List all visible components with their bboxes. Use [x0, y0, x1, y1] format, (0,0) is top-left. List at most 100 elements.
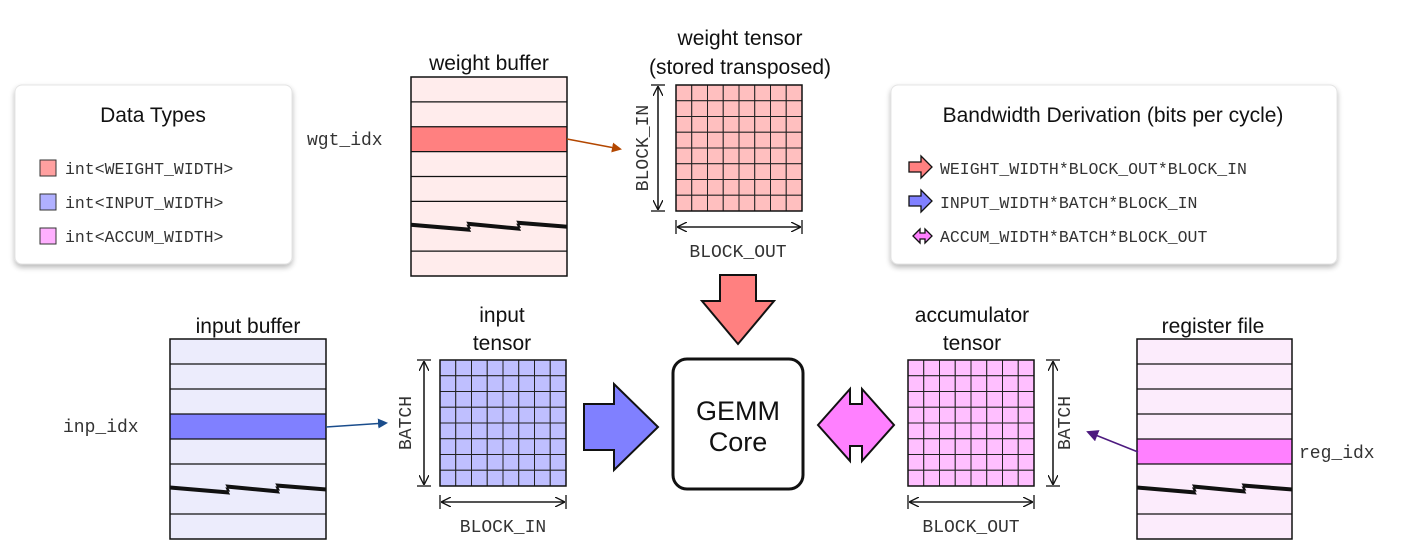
- input-tensor-cell: [455, 422, 472, 440]
- weight-tensor-cell: [738, 116, 756, 133]
- input-tensor-cell: [486, 422, 504, 440]
- weight-tensor: weight tensor (stored transposed) BLOCK_…: [634, 27, 831, 263]
- accumulator-tensor-cell: [923, 375, 940, 392]
- input-tensor-cell: [455, 454, 472, 471]
- accumulator-tensor-cell: [986, 406, 1003, 424]
- accumulator-tensor-cell: [1017, 359, 1035, 377]
- accumulator-tensor-cell: [954, 391, 972, 408]
- accumulator-tensor-cell: [986, 375, 1003, 392]
- input-tensor-cell: [518, 469, 535, 487]
- accumulator-tensor-cell: [923, 422, 940, 440]
- weight-tensor-cell: [691, 179, 708, 196]
- weight-tensor-cell: [722, 147, 740, 165]
- weight-tensor-cell: [785, 131, 803, 149]
- bandwidth-weight-arrow-icon: [908, 154, 933, 180]
- accumulator-tensor-title-line2: tensor: [943, 332, 1001, 355]
- accumulator-tensor-cell: [939, 375, 956, 392]
- accumulator-tensor-cell: [986, 469, 1003, 487]
- weight-tensor-cell: [770, 179, 787, 196]
- input-tensor-cell: [534, 406, 551, 424]
- data-types-legend: Data Types int<WEIGHT_WIDTH> int<INPUT_W…: [14, 84, 293, 265]
- weight-tensor-cell: [785, 116, 803, 133]
- legend-input-type: int<INPUT_WIDTH>: [65, 194, 223, 213]
- weight-tensor-grid: [651, 84, 803, 234]
- weight-tensor-cell: [675, 147, 693, 165]
- inp-idx-label: inp_idx: [63, 418, 139, 438]
- accumulator-tensor-cell: [954, 469, 972, 487]
- accumulator-tensor-cell: [907, 454, 925, 471]
- bandwidth-legend: Bandwidth Derivation (bits per cycle) WE…: [890, 84, 1338, 265]
- weight-tensor-cell: [754, 116, 771, 133]
- accumulator-tensor-cell: [939, 422, 956, 440]
- accumulator-tensor-cell: [1017, 391, 1035, 408]
- weight-buffer-rows: [410, 76, 568, 277]
- input-tensor-side-label: BATCH: [397, 396, 417, 450]
- accumulator-tensor-cell: [970, 406, 988, 424]
- accumulator-tensor-cell: [1002, 375, 1019, 392]
- weight-tensor-cell: [785, 100, 803, 117]
- accumulator-tensor-cell: [970, 359, 988, 377]
- accumulator-tensor-cell: [954, 359, 972, 377]
- weight-tensor-cell: [691, 84, 708, 102]
- bandwidth-input-formula: INPUT_WIDTH*BATCH*BLOCK_IN: [940, 194, 1197, 213]
- weight-tensor-side-label: BLOCK_IN: [634, 105, 654, 191]
- weight-tensor-cell: [691, 100, 708, 117]
- weight-tensor-cell: [738, 131, 756, 149]
- accumulator-tensor-cell: [954, 438, 972, 455]
- accumulator-tensor-cell: [923, 406, 940, 424]
- input-tensor-cell: [518, 454, 535, 471]
- weight-tensor-cell: [707, 131, 724, 149]
- gemm-accum-double-arrow: [816, 386, 896, 464]
- input-tensor-cell: [486, 391, 504, 408]
- accumulator-tensor-side-label: BATCH: [1056, 396, 1076, 450]
- accumulator-tensor-cell: [923, 454, 940, 471]
- input-tensor-cell: [518, 422, 535, 440]
- accumulator-tensor-cell: [907, 359, 925, 377]
- weight-tensor-cell: [785, 163, 803, 180]
- weight-tensor-cell: [738, 147, 756, 165]
- weight-tensor-cell: [754, 179, 771, 196]
- input-tensor-cell: [455, 375, 472, 392]
- input-tensor-cell: [518, 438, 535, 455]
- bandwidth-input-arrow-icon: [908, 188, 933, 214]
- input-tensor-cell: [518, 391, 535, 408]
- accumulator-tensor-cell: [986, 359, 1003, 377]
- input-tensor-bottom-label: BLOCK_IN: [460, 518, 546, 538]
- input-tensor-cell: [502, 375, 520, 392]
- accumulator-tensor-cell: [986, 438, 1003, 455]
- weight-tensor-cell: [722, 179, 740, 196]
- bandwidth-panel: [890, 84, 1338, 265]
- accumulator-tensor-cell: [970, 391, 988, 408]
- weight-tensor-cell: [707, 84, 724, 102]
- accumulator-tensor-cell: [1017, 469, 1035, 487]
- input-tensor-cell: [455, 469, 472, 487]
- input-tensor-cell: [471, 375, 488, 392]
- weight-tensor-cell: [754, 147, 771, 165]
- accumulator-tensor-cell: [954, 375, 972, 392]
- weight-tensor-cell: [675, 131, 693, 149]
- weight-tensor-cell: [722, 84, 740, 102]
- accumulator-tensor-cell: [939, 469, 956, 487]
- input-tensor-cell: [486, 438, 504, 455]
- weight-tensor-outline: [675, 84, 803, 212]
- accumulator-tensor-cell: [954, 422, 972, 440]
- accumulator-tensor-cell: [1002, 391, 1019, 408]
- reg-idx-label: reg_idx: [1299, 444, 1375, 464]
- input-tensor-cell: [518, 406, 535, 424]
- register-file-rows: [1136, 338, 1293, 540]
- accumulator-tensor-cell: [939, 454, 956, 471]
- input-tensor-cell: [486, 454, 504, 471]
- input-tensor-cell: [471, 469, 488, 487]
- weight-tensor-cell: [722, 131, 740, 149]
- input-tensor-cell: [549, 375, 567, 392]
- weight-tensor-title-line1: weight tensor: [677, 27, 803, 50]
- accumulator-tensor-cell: [1017, 438, 1035, 455]
- weight-tensor-cell: [738, 179, 756, 196]
- input-tensor-cell: [471, 438, 488, 455]
- input-tensor-title-line1: input: [479, 304, 525, 327]
- weight-tensor-cell: [691, 131, 708, 149]
- weight-tensor-cell: [754, 84, 771, 102]
- accumulator-tensor-cell: [939, 391, 956, 408]
- input-tensor-cell: [486, 469, 504, 487]
- weight-tensor-cell: [738, 100, 756, 117]
